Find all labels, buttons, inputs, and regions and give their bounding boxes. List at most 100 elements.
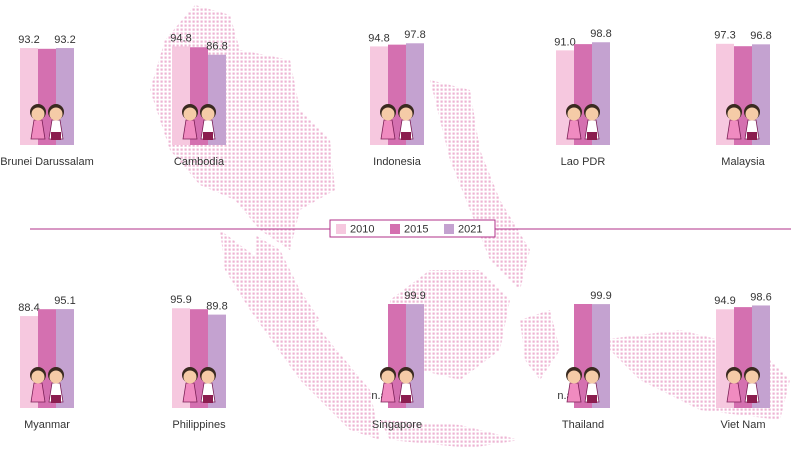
country-label: Cambodia [174, 156, 225, 168]
legend-label: 2010 [350, 223, 374, 235]
legend-swatch [390, 224, 400, 234]
kid-body [566, 119, 582, 140]
bar [190, 309, 208, 408]
country-label: Myanmar [24, 419, 70, 431]
kid-pants [747, 395, 757, 403]
country-label: Indonesia [373, 156, 422, 168]
bar [406, 304, 424, 408]
kid-face [567, 370, 581, 384]
kid-face [727, 370, 741, 384]
value-label: 94.8 [170, 32, 191, 44]
kids-illustration [30, 367, 64, 403]
kids-illustration [726, 367, 760, 403]
kid-face [381, 370, 395, 384]
kid-face [49, 107, 63, 121]
bar [734, 307, 752, 408]
kid-face [585, 107, 599, 121]
country-label: Lao PDR [561, 156, 606, 168]
value-label: 95.9 [170, 294, 191, 306]
kid-face [31, 370, 45, 384]
kid-pants [401, 132, 411, 140]
value-label: 98.8 [590, 28, 611, 40]
kids-illustration [566, 367, 600, 403]
legend: 2010 2015 2021 [336, 223, 482, 235]
bar [370, 46, 388, 145]
value-label: 99.9 [404, 290, 425, 302]
kid-face [201, 370, 215, 384]
value-label: 86.8 [206, 41, 227, 53]
value-label: 96.8 [750, 30, 771, 42]
kid-face [31, 107, 45, 121]
value-label: 88.4 [18, 302, 39, 314]
kid-face [183, 370, 197, 384]
kid-body [30, 119, 46, 140]
value-label: 99.9 [590, 290, 611, 302]
kids-illustration [30, 104, 64, 140]
bar [734, 46, 752, 146]
kid-face [745, 370, 759, 384]
value-label: 94.9 [714, 295, 735, 307]
value-label: 95.1 [54, 295, 75, 307]
bar [752, 305, 770, 408]
legend-swatch [444, 224, 454, 234]
kid-face [183, 107, 197, 121]
kid-body [380, 119, 396, 140]
kids-illustration [182, 367, 216, 403]
kids-illustration [566, 104, 600, 140]
country-label: Malaysia [721, 156, 765, 168]
kid-body [182, 382, 198, 403]
bar [38, 309, 56, 408]
bar [592, 42, 610, 145]
kid-pants [51, 132, 61, 140]
value-label: 91.0 [554, 36, 575, 48]
kid-face [201, 107, 215, 121]
kid-face [399, 370, 413, 384]
legend-swatch [336, 224, 346, 234]
kid-pants [203, 395, 213, 403]
kid-face [567, 107, 581, 121]
value-label: 98.6 [750, 291, 771, 303]
country-label: Brunei Darussalam [0, 156, 94, 168]
country-label: Philippines [172, 419, 226, 431]
country-label: Singapore [372, 419, 422, 431]
value-label: 93.2 [54, 34, 75, 46]
bar [56, 309, 74, 408]
country-label: Thailand [562, 419, 604, 431]
kid-pants [51, 395, 61, 403]
kid-body [726, 382, 742, 403]
bar [388, 44, 406, 145]
legend-label: 2021 [458, 223, 482, 235]
bar [574, 44, 592, 146]
country-label: Viet Nam [720, 419, 765, 431]
kid-pants [587, 395, 597, 403]
kid-face [727, 107, 741, 121]
kids-illustration [726, 104, 760, 140]
kids-illustration [380, 367, 414, 403]
value-label: 97.8 [404, 29, 425, 41]
value-label: 93.2 [18, 34, 39, 46]
bar [388, 304, 406, 408]
bar [716, 309, 734, 408]
kid-body [182, 119, 198, 140]
bar [592, 304, 610, 408]
kid-face [49, 370, 63, 384]
value-label: 94.8 [368, 32, 389, 44]
kids-illustration [182, 104, 216, 140]
value-label: 97.3 [714, 30, 735, 42]
kid-pants [203, 132, 213, 140]
kid-body [30, 382, 46, 403]
kid-body [380, 382, 396, 403]
bar [716, 43, 734, 145]
kid-face [381, 107, 395, 121]
kid-body [566, 382, 582, 403]
kids-illustration [380, 104, 414, 140]
bar [190, 47, 208, 145]
bar [574, 304, 592, 408]
kid-face [399, 107, 413, 121]
bar [172, 46, 190, 145]
kid-body [726, 119, 742, 140]
kid-pants [747, 132, 757, 140]
kid-pants [587, 132, 597, 140]
